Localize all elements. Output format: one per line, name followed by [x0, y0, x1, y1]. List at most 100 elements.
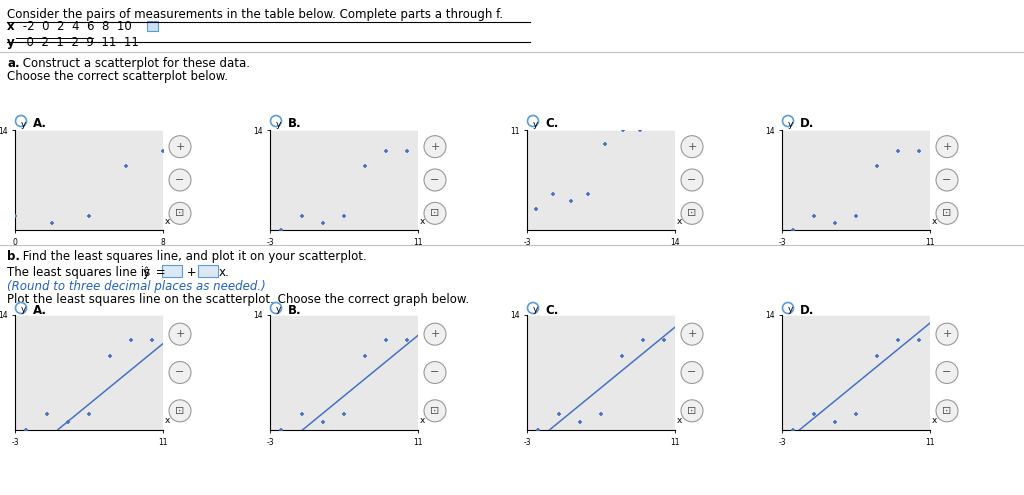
Point — [81, 409, 97, 417]
Circle shape — [936, 169, 958, 191]
Point — [378, 336, 394, 344]
Circle shape — [424, 361, 446, 384]
Point — [123, 336, 139, 344]
FancyBboxPatch shape — [147, 21, 158, 31]
Point — [806, 409, 822, 417]
Text: ⊡: ⊡ — [687, 406, 696, 416]
Text: y: y — [787, 120, 794, 129]
Point — [562, 198, 579, 205]
Point — [890, 336, 906, 344]
Circle shape — [681, 361, 703, 384]
Text: +: + — [942, 142, 951, 151]
Text: a.: a. — [7, 57, 19, 70]
Point — [527, 204, 544, 212]
Text: −: − — [687, 367, 696, 378]
Point — [806, 212, 822, 220]
Point — [191, 148, 208, 155]
Text: +: + — [175, 329, 184, 339]
Circle shape — [169, 202, 191, 224]
Point — [848, 212, 864, 220]
Point — [529, 426, 546, 434]
Text: −: − — [687, 175, 696, 185]
Text: y: y — [7, 36, 14, 49]
Point — [597, 140, 613, 148]
Text: Plot the least squares line on the scatterplot. Choose the correct graph below.: Plot the least squares line on the scatt… — [7, 293, 469, 306]
Text: y: y — [20, 305, 27, 314]
Point — [272, 226, 289, 234]
Point — [848, 409, 864, 417]
Text: +: + — [687, 142, 696, 151]
Text: (Round to three decimal places as needed.): (Round to three decimal places as needed… — [7, 280, 266, 293]
Text: Consider the pairs of measurements in the table below. Complete parts a through : Consider the pairs of measurements in th… — [7, 8, 503, 21]
Point — [614, 126, 631, 134]
Text: C.: C. — [545, 304, 558, 317]
Point — [614, 352, 631, 360]
Point — [826, 219, 843, 227]
Point — [336, 212, 352, 220]
Point — [144, 336, 161, 344]
Point — [571, 418, 588, 426]
Text: −: − — [430, 367, 439, 378]
Point — [39, 409, 55, 417]
Circle shape — [169, 323, 191, 345]
Point — [551, 409, 567, 417]
Text: −: − — [175, 175, 184, 185]
Point — [314, 219, 331, 227]
Text: ŷ: ŷ — [143, 266, 150, 279]
Circle shape — [424, 202, 446, 224]
Point — [336, 409, 352, 417]
Text: x: x — [165, 416, 170, 425]
Point — [911, 148, 928, 155]
Circle shape — [936, 400, 958, 422]
Text: x: x — [932, 217, 937, 226]
Text: x: x — [677, 416, 682, 425]
Circle shape — [169, 400, 191, 422]
Point — [869, 162, 886, 170]
Text: ⊡: ⊡ — [687, 208, 696, 218]
Point — [399, 148, 416, 155]
Circle shape — [169, 361, 191, 384]
Circle shape — [424, 136, 446, 158]
Circle shape — [681, 169, 703, 191]
Text: Choose the correct scatterplot below.: Choose the correct scatterplot below. — [7, 70, 228, 83]
Text: -2  0  2  4  6  8  10: -2 0 2 4 6 8 10 — [19, 20, 132, 33]
Point — [545, 190, 561, 198]
Text: +: + — [942, 329, 951, 339]
Text: −: − — [942, 367, 951, 378]
Text: y: y — [275, 120, 282, 129]
Text: y: y — [787, 305, 794, 314]
Point — [59, 418, 76, 426]
Text: D.: D. — [800, 304, 814, 317]
Point — [784, 226, 801, 234]
Text: ⊡: ⊡ — [942, 208, 951, 218]
Circle shape — [169, 136, 191, 158]
Point — [580, 190, 596, 198]
Text: +: + — [430, 329, 439, 339]
Point — [155, 148, 171, 155]
Text: −: − — [175, 367, 184, 378]
Text: ⊡: ⊡ — [175, 406, 184, 416]
Text: x: x — [677, 217, 682, 226]
Point — [272, 426, 289, 434]
Point — [784, 426, 801, 434]
Point — [314, 418, 331, 426]
Text: B.: B. — [288, 117, 302, 130]
Text: 0  2  1  2  9  11  11: 0 2 1 2 9 11 11 — [19, 36, 139, 49]
Text: =: = — [152, 266, 169, 279]
Point — [593, 409, 609, 417]
Text: x: x — [7, 20, 14, 33]
Point — [7, 212, 24, 220]
Circle shape — [169, 169, 191, 191]
Text: +: + — [687, 329, 696, 339]
Text: ⊡: ⊡ — [430, 406, 439, 416]
Point — [44, 219, 60, 227]
Point — [118, 162, 134, 170]
Circle shape — [681, 136, 703, 158]
Circle shape — [936, 361, 958, 384]
Text: +: + — [430, 142, 439, 151]
Point — [399, 336, 416, 344]
Circle shape — [681, 323, 703, 345]
Circle shape — [424, 169, 446, 191]
Text: x: x — [420, 217, 425, 226]
Point — [81, 212, 97, 220]
